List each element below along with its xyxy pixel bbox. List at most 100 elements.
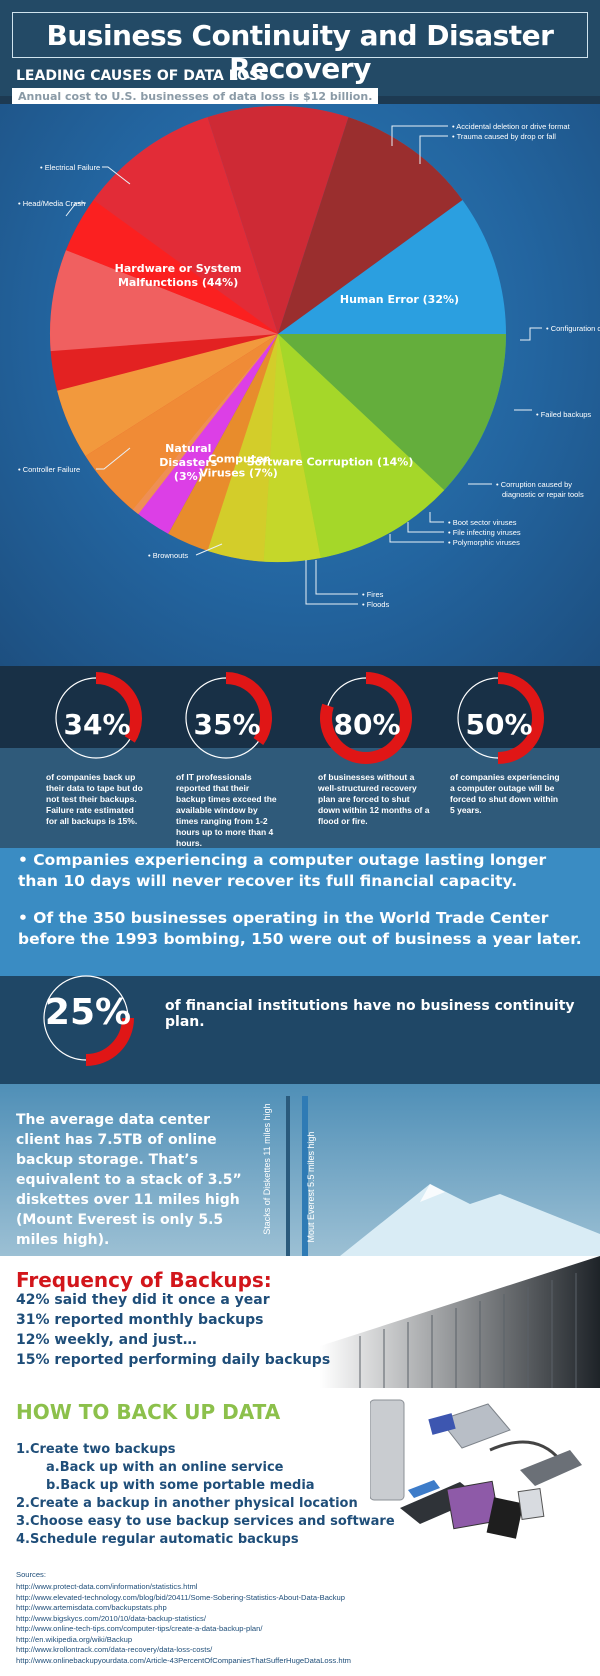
frequency-line-1: 42% said they did it once a year (16, 1292, 270, 1308)
stat-value-1: 34% (63, 708, 131, 741)
source-link[interactable]: http://www.protect-data.com/information/… (16, 1582, 198, 1591)
server-rack-image (320, 1256, 600, 1388)
source-link[interactable]: http://www.krollontrack.com/data-recover… (16, 1645, 213, 1654)
callout-text-14: • Electrical Failure (40, 163, 100, 172)
callout-text-8: • Polymorphic viruses (448, 538, 520, 547)
pie-subslice-7 (50, 250, 278, 352)
callout-text-5: • Corruption caused by diagnostic or repa… (496, 480, 584, 499)
frequency-line-2: 31% reported monthly backups (16, 1312, 264, 1328)
stat-desc-3: of businesses without a well-structured … (318, 772, 430, 826)
howto-step-3: 3.Choose easy to use backup services and… (16, 1514, 395, 1529)
pie-subslice-2 (278, 334, 506, 491)
financial-value: 25% (44, 992, 132, 1033)
callout-text-3: • Configuration complexity (546, 324, 600, 333)
callout-line-13 (65, 202, 86, 217)
callout-line-2 (419, 135, 448, 164)
pie-section: Human Error (32%) Software Corruption (14… (0, 104, 600, 666)
callout-text-1: • Accidental deletion or drive format (452, 122, 571, 131)
stats-band (0, 748, 600, 848)
stat-desc-1: of companies back up their data to tape … (46, 772, 143, 826)
stats-rings (55, 672, 544, 764)
callout-line-10 (305, 560, 358, 605)
pie-subslice-4 (207, 334, 321, 562)
source-link[interactable]: http://www.onlinebackupyourdata.com/Arti… (16, 1655, 351, 1665)
title-box: Business Continuity and Disaster Recover… (12, 12, 588, 85)
frequency-line-4: 15% reported performing daily backups (16, 1352, 331, 1368)
storage-devices-image (370, 1399, 582, 1539)
callout-line-9 (315, 560, 358, 595)
datacenter-text: The average data center client has 7.5TB… (16, 1112, 242, 1248)
howto-title: HOW TO BACK UP DATA (16, 1400, 281, 1424)
pie-subslice-8 (66, 117, 279, 334)
pie-slice-label-3: Computer Viruses (7%) (199, 453, 277, 480)
financial-ring (43, 975, 134, 1066)
stat-arc-1 (95, 672, 142, 743)
source-link[interactable]: http://www.bigskycs.com/2010/10/data-bac… (16, 1613, 206, 1623)
sd-card-icon (486, 1497, 524, 1539)
section-title: LEADING CAUSES OF DATA LOSS (16, 68, 269, 84)
pie-subslice-3 (278, 334, 445, 558)
bullet-outage: • Companies experiencing a computer outa… (18, 851, 547, 890)
bullet-wtc: • Of the 350 businesses operating in the… (18, 909, 582, 948)
pie-subslice-6 (57, 334, 278, 457)
callout-text-13: • Head/Media Crash (18, 199, 85, 208)
mountain-icon (340, 1184, 600, 1256)
stat-desc-2: of IT professionals reported that their … (176, 772, 277, 848)
portable-drive-icon (439, 1403, 511, 1449)
page-title: Business Continuity and Disaster Recover… (46, 19, 554, 85)
howto-step-2: 2.Create a backup in another physical lo… (16, 1496, 358, 1511)
source-link[interactable]: http://www.elevated-technology.com/blog/… (16, 1592, 345, 1602)
pie-slice-4 (132, 334, 278, 534)
callout-text-6: • Boot sector viruses (448, 518, 517, 527)
callout-text-12: • Controller Failure (18, 465, 80, 474)
source-link[interactable]: http://en.wikipedia.org/wiki/Backup (16, 1634, 133, 1644)
everest-bar (302, 1096, 308, 1256)
stat-arc-2 (225, 672, 272, 746)
callout-line-12 (96, 447, 131, 470)
stat-arc-4 (497, 672, 544, 764)
callout-text-11: • Brownouts (148, 551, 188, 560)
stat-value-4: 50% (465, 708, 533, 741)
callout-line-1 (391, 125, 448, 146)
callout-text-10: • Floods (362, 600, 389, 609)
howto-step-1b: b.Back up with some portable media (46, 1478, 315, 1493)
stat-value-2: 35% (193, 708, 261, 741)
stat-arc-3 (320, 672, 412, 764)
callout-line-3 (520, 327, 542, 341)
frequency-line-3: 12% weekly, and just… (16, 1332, 197, 1348)
pie-subslice-9 (207, 105, 349, 334)
everest-bar-label: Mout Everest 5.5 miles high (306, 1131, 316, 1243)
pie-slice-label-2: Software Corruption (14%) (247, 455, 414, 468)
frequency-title: Frequency of Backups: (16, 1268, 272, 1292)
callout-line-11 (195, 543, 223, 556)
flash-card-icon (517, 1488, 545, 1520)
pie-subslice-5 (85, 334, 279, 515)
howto-step-4: 4.Schedule regular automatic backups (16, 1532, 299, 1547)
callout-line-6 (429, 512, 444, 523)
financial-text: of financial institutions have no busine… (165, 998, 575, 1030)
callout-text-2: • Trauma caused by drop or fall (452, 132, 556, 141)
stat-value-3: 80% (333, 708, 401, 741)
callout-line-14 (102, 166, 131, 185)
pie-slice-label-1: Human Error (32%) (340, 293, 459, 306)
sources-list: http://www.protect-data.com/information/… (16, 1582, 596, 1666)
external-drive-icon (370, 1399, 405, 1501)
pie-slice-label-5: Hardware or System Malfunctions (44%) (115, 262, 242, 289)
usb-plug-icon (520, 1450, 582, 1486)
diskette-stack-bar (286, 1096, 290, 1256)
callout-text-7: • File infecting viruses (448, 528, 521, 537)
callout-text-4: • Failed backups (536, 410, 591, 419)
pie-chart: Human Error (32%) Software Corruption (14… (18, 105, 600, 609)
memory-card-icon (428, 1413, 456, 1435)
source-link[interactable]: http://www.artemisdata.com/backupstats.p… (16, 1603, 167, 1612)
stat-desc-4: of companies experiencing a computer out… (450, 772, 560, 815)
pie-slice-label-4: Natural Disasters (3%) (159, 442, 218, 483)
header (0, 0, 600, 96)
cable-icon (489, 1440, 562, 1461)
callout-line-8 (389, 534, 444, 543)
financial-section (0, 976, 600, 1084)
diskette-bar-label: Stacks of Diskettes 11 miles high (262, 1103, 272, 1235)
callout-line-7 (407, 522, 444, 533)
howto-step-1: 1.Create two backups (16, 1442, 176, 1457)
source-link[interactable]: http://www.online-tech-tips.com/computer… (16, 1624, 263, 1633)
